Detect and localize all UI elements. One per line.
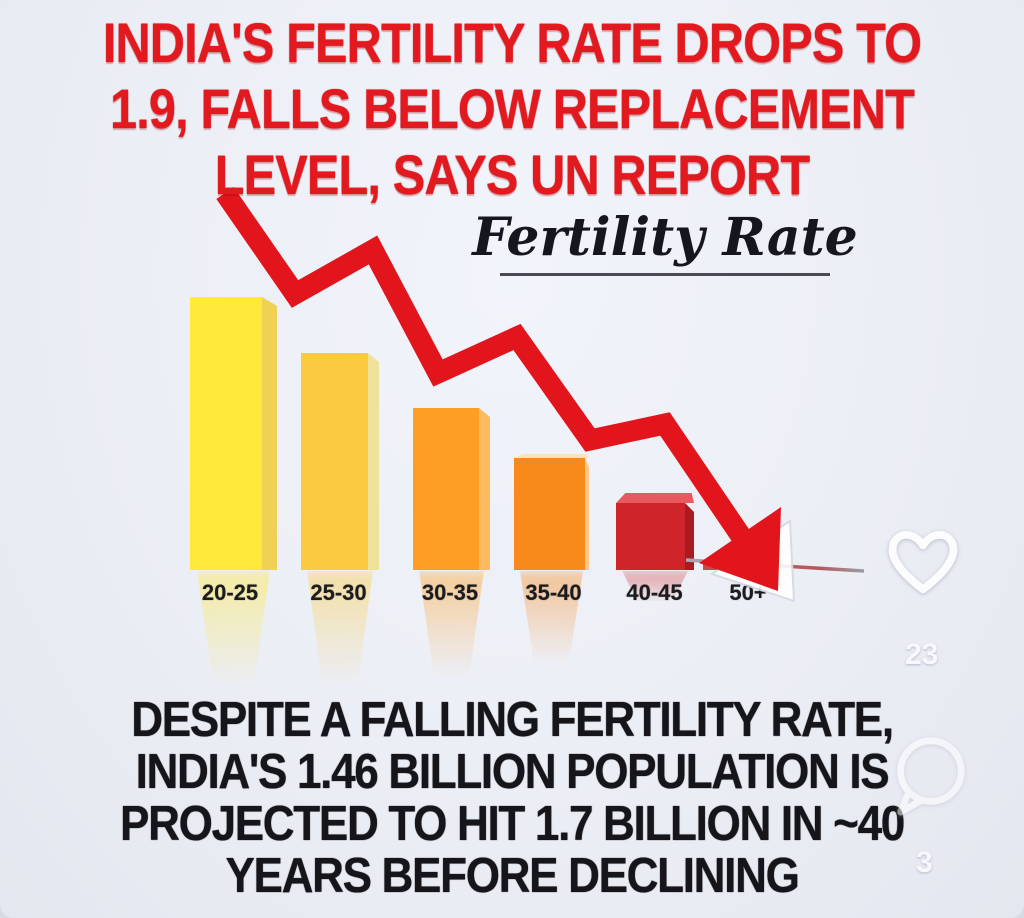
bar-top-40-45 bbox=[616, 493, 694, 503]
comment-button[interactable] bbox=[886, 734, 972, 816]
bar-label-30-35: 30-35 bbox=[421, 580, 479, 605]
bar-35-40 bbox=[514, 458, 585, 570]
bar-label-50+: 50+ bbox=[729, 580, 767, 605]
footer-line-4: YEARS BEFORE DECLINING bbox=[225, 849, 799, 903]
headline-line-2: 1.9, FALLS BELOW REPLACEMENT bbox=[110, 77, 915, 140]
bar-label-35-40: 35-40 bbox=[525, 580, 582, 605]
heart-icon bbox=[888, 531, 958, 594]
like-count: 23 bbox=[905, 638, 939, 671]
bar-label-25-30: 25-30 bbox=[310, 580, 367, 605]
headline-line-3: LEVEL, SAYS UN REPORT bbox=[214, 143, 810, 206]
bar-side-35-40 bbox=[585, 458, 589, 570]
headline: INDIA'S FERTILITY RATE DROPS TO 1.9, FAL… bbox=[0, 10, 1024, 208]
bar-label-40-45: 40-45 bbox=[626, 580, 683, 605]
bar-30-35 bbox=[413, 408, 479, 570]
footer-text: DESPITE A FALLING FERTILITY RATE, INDIA'… bbox=[0, 694, 1024, 902]
bar-25-30 bbox=[301, 353, 368, 570]
bar-side-25-30 bbox=[368, 353, 379, 570]
comment-icon bbox=[897, 737, 965, 816]
bar-side-40-45 bbox=[685, 503, 694, 570]
bar-side-30-35 bbox=[479, 408, 490, 570]
comment-count: 3 bbox=[916, 846, 933, 879]
footer-line-1: DESPITE A FALLING FERTILITY RATE, bbox=[131, 693, 894, 747]
like-button[interactable] bbox=[884, 522, 962, 598]
bar-40-45 bbox=[616, 503, 685, 570]
bar-top-35-40 bbox=[514, 454, 589, 458]
headline-line-1: INDIA'S FERTILITY RATE DROPS TO bbox=[102, 11, 922, 74]
bar-label-20-25: 20-25 bbox=[201, 580, 259, 605]
bar-50+ bbox=[703, 561, 773, 570]
bar-side-20-25 bbox=[262, 297, 277, 570]
footer-line-2: INDIA'S 1.46 BILLION POPULATION IS bbox=[135, 745, 890, 799]
footer-line-3: PROJECTED TO HIT 1.7 BILLION IN ~40 bbox=[120, 797, 905, 851]
chart-title: Fertility Rate bbox=[472, 207, 858, 268]
bar-20-25 bbox=[190, 297, 262, 570]
chart-title-underline bbox=[500, 273, 830, 276]
